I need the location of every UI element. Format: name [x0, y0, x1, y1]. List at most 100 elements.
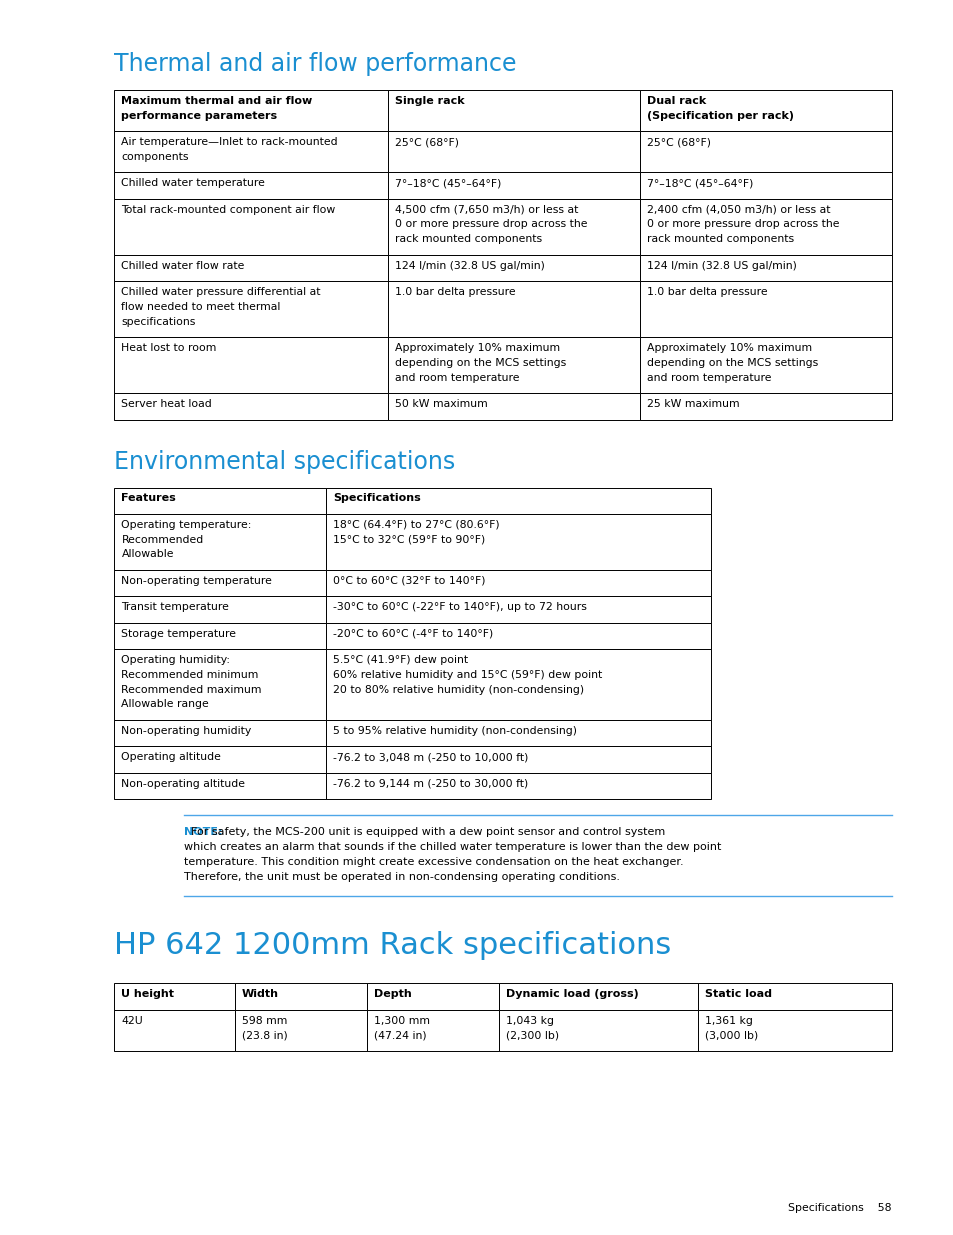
Text: (3,000 lb): (3,000 lb)	[704, 1030, 757, 1040]
Text: Operating humidity:: Operating humidity:	[121, 655, 231, 664]
Text: Maximum thermal and air flow: Maximum thermal and air flow	[121, 96, 313, 106]
Text: Static load: Static load	[704, 989, 771, 999]
Bar	[114, 622, 326, 650]
Text: Heat lost to room: Heat lost to room	[121, 343, 216, 353]
Bar	[367, 983, 498, 1010]
Bar	[326, 488, 710, 514]
Text: Operating altitude: Operating altitude	[121, 752, 221, 762]
Text: -76.2 to 3,048 m (-250 to 10,000 ft): -76.2 to 3,048 m (-250 to 10,000 ft)	[333, 752, 528, 762]
Bar	[388, 282, 639, 337]
Bar	[326, 746, 710, 773]
Text: which creates an alarm that sounds if the chilled water temperature is lower tha: which creates an alarm that sounds if th…	[184, 842, 721, 852]
Text: -30°C to 60°C (-22°F to 140°F), up to 72 hours: -30°C to 60°C (-22°F to 140°F), up to 72…	[333, 603, 586, 613]
Bar	[114, 337, 388, 393]
Text: Non-operating temperature: Non-operating temperature	[121, 576, 272, 585]
Text: HP 642 1200mm Rack specifications: HP 642 1200mm Rack specifications	[114, 931, 671, 961]
Text: 0 or more pressure drop across the: 0 or more pressure drop across the	[646, 220, 839, 230]
Text: performance parameters: performance parameters	[121, 111, 277, 121]
Text: Recommended minimum: Recommended minimum	[121, 669, 258, 679]
Text: Specifications    58: Specifications 58	[788, 1203, 891, 1213]
Text: Specifications: Specifications	[333, 494, 420, 504]
Bar	[498, 1010, 697, 1051]
Bar	[326, 571, 710, 597]
Text: (23.8 in): (23.8 in)	[242, 1030, 288, 1040]
Bar	[114, 571, 326, 597]
Bar	[639, 199, 891, 254]
Text: 0 or more pressure drop across the: 0 or more pressure drop across the	[395, 220, 587, 230]
Text: 60% relative humidity and 15°C (59°F) dew point: 60% relative humidity and 15°C (59°F) de…	[333, 669, 601, 679]
Text: Width: Width	[242, 989, 278, 999]
Text: rack mounted components: rack mounted components	[395, 235, 541, 245]
Bar	[326, 514, 710, 571]
Bar	[114, 488, 326, 514]
Text: Chilled water flow rate: Chilled water flow rate	[121, 261, 245, 270]
Text: -20°C to 60°C (-4°F to 140°F): -20°C to 60°C (-4°F to 140°F)	[333, 629, 493, 638]
Text: flow needed to meet thermal: flow needed to meet thermal	[121, 301, 280, 311]
Bar	[114, 131, 388, 173]
Text: Dual rack: Dual rack	[646, 96, 705, 106]
Bar	[388, 199, 639, 254]
Text: Single rack: Single rack	[395, 96, 464, 106]
Bar	[388, 90, 639, 131]
Text: U height: U height	[121, 989, 174, 999]
Bar	[114, 773, 326, 799]
Bar	[639, 393, 891, 420]
Text: 1,300 mm: 1,300 mm	[374, 1015, 430, 1025]
Bar	[639, 90, 891, 131]
Text: 1,043 kg: 1,043 kg	[506, 1015, 554, 1025]
Bar	[114, 90, 388, 131]
Text: (47.24 in): (47.24 in)	[374, 1030, 426, 1040]
Bar	[114, 983, 234, 1010]
Text: 0°C to 60°C (32°F to 140°F): 0°C to 60°C (32°F to 140°F)	[333, 576, 485, 585]
Text: and room temperature: and room temperature	[646, 373, 771, 383]
Text: 42U: 42U	[121, 1015, 143, 1025]
Bar	[114, 199, 388, 254]
Text: -76.2 to 9,144 m (-250 to 30,000 ft): -76.2 to 9,144 m (-250 to 30,000 ft)	[333, 778, 528, 789]
Text: 15°C to 32°C (59°F to 90°F): 15°C to 32°C (59°F to 90°F)	[333, 535, 485, 545]
Bar	[639, 173, 891, 199]
Text: Non-operating humidity: Non-operating humidity	[121, 726, 252, 736]
Bar	[639, 337, 891, 393]
Text: 4,500 cfm (7,650 m3/h) or less at: 4,500 cfm (7,650 m3/h) or less at	[395, 205, 578, 215]
Text: 124 l/min (32.8 US gal/min): 124 l/min (32.8 US gal/min)	[395, 261, 544, 270]
Text: 25°C (68°F): 25°C (68°F)	[646, 137, 710, 147]
Bar	[234, 983, 367, 1010]
Bar	[639, 254, 891, 282]
Bar	[114, 393, 388, 420]
Text: Approximately 10% maximum: Approximately 10% maximum	[395, 343, 559, 353]
Text: Allowable: Allowable	[121, 550, 173, 559]
Bar	[326, 622, 710, 650]
Text: Chilled water temperature: Chilled water temperature	[121, 178, 265, 188]
Text: temperature. This condition might create excessive condensation on the heat exch: temperature. This condition might create…	[184, 857, 683, 867]
Bar	[114, 746, 326, 773]
Text: Dynamic load (gross): Dynamic load (gross)	[506, 989, 639, 999]
Text: 5.5°C (41.9°F) dew point: 5.5°C (41.9°F) dew point	[333, 655, 468, 664]
Bar	[639, 282, 891, 337]
Text: depending on the MCS settings: depending on the MCS settings	[646, 358, 818, 368]
Bar	[114, 1010, 234, 1051]
Bar	[388, 173, 639, 199]
Bar	[114, 514, 326, 571]
Bar	[114, 720, 326, 746]
Bar	[498, 983, 697, 1010]
Text: Non-operating altitude: Non-operating altitude	[121, 778, 245, 789]
Bar	[114, 173, 388, 199]
Text: 124 l/min (32.8 US gal/min): 124 l/min (32.8 US gal/min)	[646, 261, 796, 270]
Text: 1.0 bar delta pressure: 1.0 bar delta pressure	[395, 287, 516, 296]
Text: For safety, the MCS-200 unit is equipped with a dew point sensor and control sys: For safety, the MCS-200 unit is equipped…	[184, 827, 665, 837]
Bar	[114, 650, 326, 720]
Bar	[388, 131, 639, 173]
Bar	[388, 337, 639, 393]
Text: Approximately 10% maximum: Approximately 10% maximum	[646, 343, 811, 353]
Text: depending on the MCS settings: depending on the MCS settings	[395, 358, 566, 368]
Text: rack mounted components: rack mounted components	[646, 235, 793, 245]
Text: (Specification per rack): (Specification per rack)	[646, 111, 793, 121]
Text: (2,300 lb): (2,300 lb)	[506, 1030, 558, 1040]
Text: Depth: Depth	[374, 989, 412, 999]
Text: Therefore, the unit must be operated in non-condensing operating conditions.: Therefore, the unit must be operated in …	[184, 872, 619, 882]
Bar	[367, 1010, 498, 1051]
Text: 7°–18°C (45°–64°F): 7°–18°C (45°–64°F)	[646, 178, 753, 188]
Text: Transit temperature: Transit temperature	[121, 603, 229, 613]
Bar	[114, 282, 388, 337]
Bar	[326, 597, 710, 622]
